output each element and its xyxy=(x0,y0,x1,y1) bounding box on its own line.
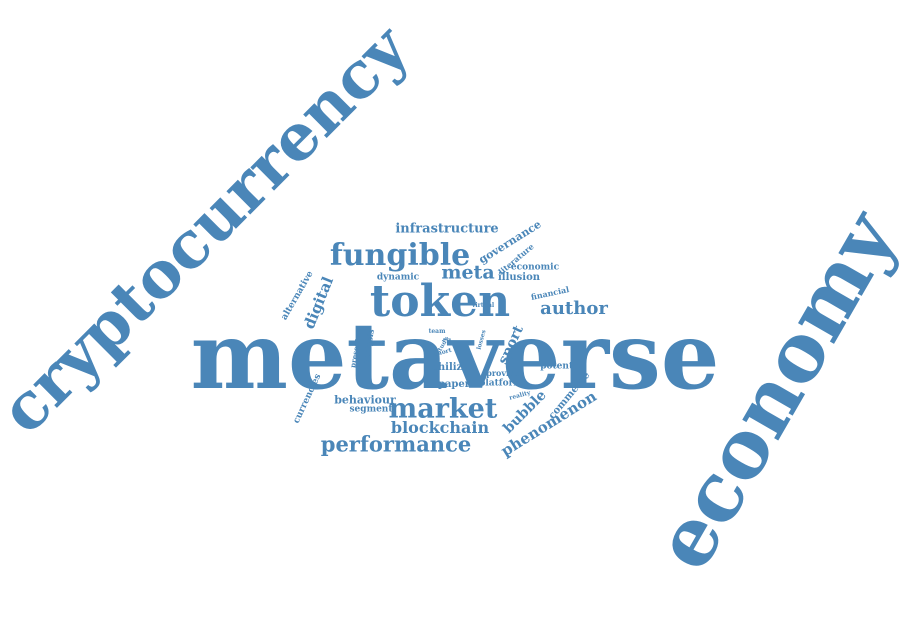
word-behaviour: behaviour xyxy=(334,393,396,407)
word-team: team xyxy=(428,328,446,335)
word-economic: economic xyxy=(510,262,560,273)
word-provide: provide xyxy=(486,368,520,378)
word-token: token xyxy=(369,276,511,327)
word-els: els xyxy=(443,336,451,343)
word-dynamic: dynamic xyxy=(376,272,420,283)
word-platform: platform xyxy=(479,378,523,389)
word-blockchain: blockchain xyxy=(390,418,490,437)
word-meta: meta xyxy=(441,261,495,284)
word-author: author xyxy=(540,298,608,319)
word-potential: potential xyxy=(540,361,586,372)
word-paper: paper xyxy=(437,379,471,390)
word-infrastructure: infrastructure xyxy=(395,221,499,237)
word-market: market xyxy=(388,393,498,425)
word-virtual: virtual xyxy=(471,302,495,309)
word-fungible: fungible xyxy=(329,238,471,273)
word-segment: segment xyxy=(349,404,393,415)
word-metaverse: metaverse xyxy=(190,302,720,410)
word-performance: performance xyxy=(320,431,472,457)
word-chiliz: chiliz xyxy=(431,362,463,373)
word-illusion: illusion xyxy=(497,272,541,283)
